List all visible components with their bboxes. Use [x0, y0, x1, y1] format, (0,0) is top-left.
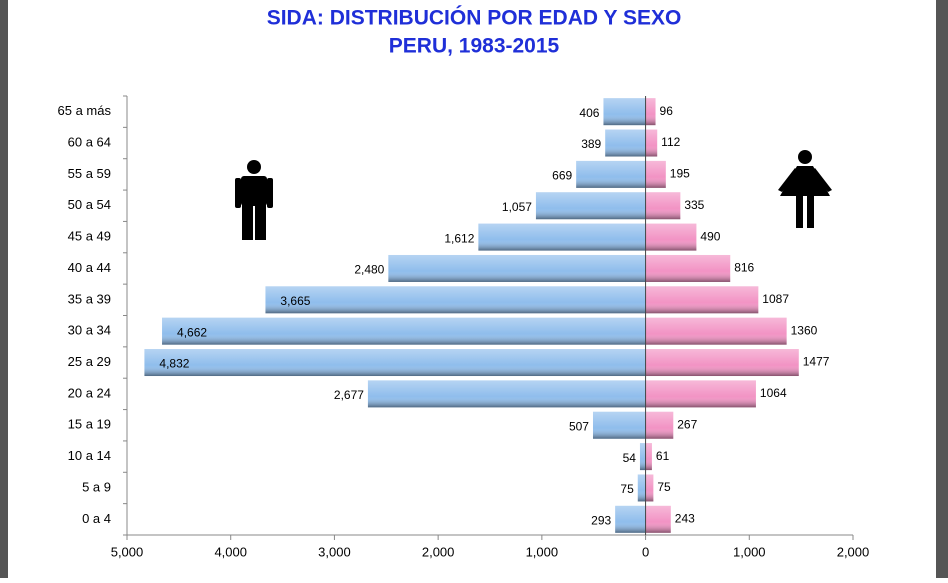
bar-shade	[645, 380, 756, 408]
x-tick-label: 2,000	[837, 544, 870, 559]
data-label: 96	[660, 104, 674, 118]
bar-shade	[265, 286, 646, 314]
bar-shade	[645, 317, 787, 345]
y-tick-label: 55 a 59	[68, 166, 111, 181]
bar-shade	[367, 380, 646, 408]
data-label: 335	[684, 198, 704, 212]
data-label: 507	[569, 419, 589, 433]
bar-shade	[645, 223, 697, 251]
data-label: 61	[656, 449, 670, 463]
y-tick-label: 25 a 29	[68, 354, 111, 369]
data-label: 1,057	[502, 200, 532, 214]
y-tick-label: 10 a 14	[68, 448, 111, 463]
y-tick-label: 60 a 64	[68, 134, 111, 149]
x-tick-label: 1,000	[526, 544, 559, 559]
male-icon	[235, 160, 273, 240]
bar-shade	[639, 443, 646, 471]
bar-shade	[645, 286, 759, 314]
data-label: 243	[675, 511, 695, 525]
frame-right	[936, 0, 948, 578]
data-label: 75	[620, 482, 634, 496]
x-tick-label: 5,000	[111, 544, 144, 559]
data-label: 2,677	[334, 388, 364, 402]
y-tick-label: 35 a 39	[68, 291, 111, 306]
data-label: 54	[623, 451, 637, 465]
x-tick-label: 2,000	[422, 544, 455, 559]
y-tick-label: 40 a 44	[68, 260, 111, 275]
data-label: 1064	[760, 386, 787, 400]
bar-shade	[645, 505, 671, 533]
data-label: 1,612	[444, 231, 474, 245]
y-tick-label: 65 a más	[58, 103, 112, 118]
data-label: 293	[591, 513, 611, 527]
bar-shade	[162, 317, 646, 345]
bar-shade	[144, 349, 646, 377]
bar-shade	[645, 160, 666, 188]
bar-shade	[637, 474, 646, 502]
data-label: 112	[661, 135, 680, 149]
data-label: 1360	[791, 323, 818, 337]
data-label: 389	[581, 137, 601, 151]
female-icon	[778, 150, 832, 228]
y-tick-label: 30 a 34	[68, 323, 111, 338]
bar-shade	[645, 443, 652, 471]
bar-shade	[645, 349, 799, 377]
bar-shade	[645, 411, 674, 439]
data-label: 4,662	[177, 325, 207, 339]
data-label: 1087	[762, 292, 789, 306]
data-label: 2,480	[354, 263, 384, 277]
y-tick-label: 5 a 9	[82, 479, 111, 494]
bar-shade	[605, 129, 646, 157]
bar-shade	[645, 192, 681, 220]
bar-shade	[645, 474, 654, 502]
y-tick-label: 0 a 4	[82, 511, 111, 526]
data-label: 1477	[803, 355, 830, 369]
bar-shade	[645, 129, 658, 157]
chart-subtitle: PERU, 1983-2015	[389, 35, 560, 58]
x-tick-label: 1,000	[733, 544, 766, 559]
chart-title: SIDA: DISTRIBUCIÓN POR EDAD Y SEXO	[267, 6, 682, 30]
x-tick-label: 4,000	[214, 544, 247, 559]
data-label: 406	[579, 106, 599, 120]
data-label: 4,832	[159, 357, 189, 371]
bar-shade	[645, 98, 656, 126]
data-label: 490	[700, 229, 720, 243]
bar-shade	[388, 254, 646, 282]
y-tick-label: 50 a 54	[68, 197, 111, 212]
bar-shade	[603, 98, 646, 126]
data-label: 195	[670, 167, 690, 181]
data-label: 267	[677, 417, 697, 431]
bar-shade	[645, 254, 731, 282]
data-label: 3,665	[280, 294, 310, 308]
frame-left	[0, 0, 8, 578]
data-label: 669	[552, 169, 572, 183]
bar-shade	[478, 223, 646, 251]
bar-shade	[592, 411, 646, 439]
data-label: 75	[657, 480, 671, 494]
y-tick-label: 15 a 19	[68, 417, 111, 432]
y-tick-label: 45 a 49	[68, 229, 111, 244]
y-tick-label: 20 a 24	[68, 385, 111, 400]
bar-shade	[615, 505, 646, 533]
x-tick-label: 0	[642, 544, 649, 559]
data-label: 816	[734, 261, 754, 275]
bar-shade	[576, 160, 646, 188]
x-tick-label: 3,000	[318, 544, 351, 559]
bar-shade	[535, 192, 646, 220]
